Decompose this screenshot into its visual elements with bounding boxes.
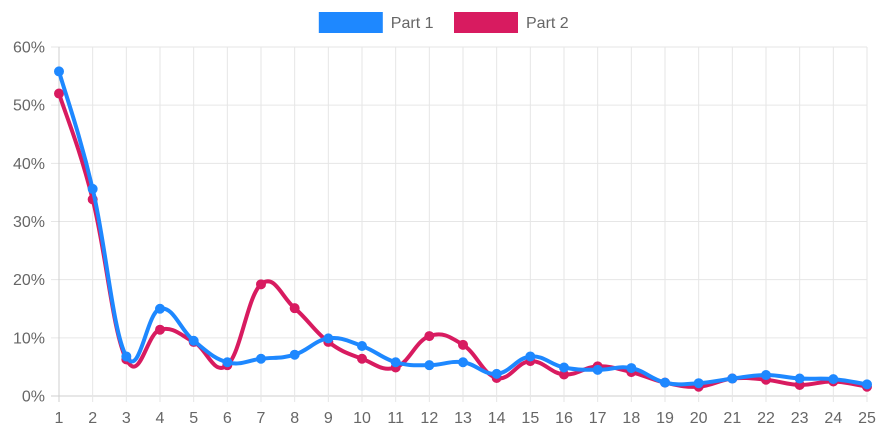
x-tick-label: 12 xyxy=(420,410,438,427)
data-point[interactable] xyxy=(660,377,670,388)
data-point[interactable] xyxy=(828,374,839,385)
x-tick-label: 16 xyxy=(555,410,573,427)
series-1 xyxy=(54,66,872,390)
series xyxy=(54,66,872,392)
data-point[interactable] xyxy=(54,88,64,99)
data-point[interactable] xyxy=(794,373,805,384)
data-point[interactable] xyxy=(121,351,132,362)
legend-item[interactable]: Part 1 xyxy=(318,12,434,33)
y-tick-label: 50% xyxy=(13,98,45,115)
data-point[interactable] xyxy=(256,279,266,290)
x-tick-label: 11 xyxy=(387,410,404,427)
x-tick-label: 18 xyxy=(622,410,640,427)
x-tick-label: 24 xyxy=(824,410,842,427)
x-tick-label: 21 xyxy=(723,410,741,427)
data-point[interactable] xyxy=(458,339,468,350)
x-tick-label: 14 xyxy=(488,410,506,427)
legend-item[interactable]: Part 2 xyxy=(454,12,569,33)
y-tick-label: 40% xyxy=(13,156,45,173)
y-tick-label: 20% xyxy=(13,272,45,289)
legend[interactable]: Part 1 Part 2 xyxy=(318,12,569,33)
data-point[interactable] xyxy=(727,373,738,384)
data-point[interactable] xyxy=(458,357,468,368)
data-point[interactable] xyxy=(155,303,165,314)
data-point[interactable] xyxy=(323,333,334,344)
x-tick-label: 6 xyxy=(223,410,232,427)
legend-label: Part 2 xyxy=(526,15,569,32)
data-point[interactable] xyxy=(54,66,64,77)
data-point[interactable] xyxy=(525,351,536,362)
x-tick-label: 9 xyxy=(324,410,333,427)
x-tick-label: 10 xyxy=(353,410,371,427)
data-point[interactable] xyxy=(424,331,435,342)
data-point[interactable] xyxy=(559,362,569,373)
data-point[interactable] xyxy=(693,378,704,389)
x-tick-label: 2 xyxy=(88,410,97,427)
legend-label: Part 1 xyxy=(391,15,434,32)
data-point[interactable] xyxy=(155,324,165,335)
data-point[interactable] xyxy=(87,183,98,194)
x-tick-label: 8 xyxy=(290,410,299,427)
x-tick-label: 25 xyxy=(858,410,876,427)
data-point[interactable] xyxy=(390,357,401,368)
legend-swatch xyxy=(318,12,383,33)
data-point[interactable] xyxy=(289,303,300,314)
x-tick-label: 20 xyxy=(690,410,708,427)
x-tick-label: 7 xyxy=(257,410,266,427)
data-point[interactable] xyxy=(289,349,300,360)
legend-swatch xyxy=(454,12,518,33)
data-point[interactable] xyxy=(862,379,872,390)
y-tick-label: 30% xyxy=(13,214,45,231)
data-point[interactable] xyxy=(761,370,771,381)
data-point[interactable] xyxy=(256,353,266,364)
x-tick-label: 23 xyxy=(791,410,809,427)
data-point[interactable] xyxy=(357,353,367,364)
x-axis-ticks: 1 2 3 4 5 6 7 8 9 10 11 12 13 14 15 16 17 18 19 20 21 22 23 24 2… xyxy=(55,410,876,427)
x-tick-label: 19 xyxy=(656,410,674,427)
x-tick-label: 3 xyxy=(122,410,131,427)
data-point[interactable] xyxy=(424,360,435,371)
y-tick-label: 0% xyxy=(22,389,45,406)
data-point[interactable] xyxy=(222,357,233,368)
data-point[interactable] xyxy=(188,335,199,346)
data-point[interactable] xyxy=(626,363,637,374)
x-tick-label: 5 xyxy=(189,410,198,427)
x-tick-label: 22 xyxy=(757,410,775,427)
data-point[interactable] xyxy=(357,340,367,351)
x-tick-label: 1 xyxy=(55,410,64,427)
y-axis-ticks: 0% 10% 20% 30% 40% 50% 60% xyxy=(13,40,45,406)
y-tick-label: 10% xyxy=(13,330,45,347)
x-tick-label: 17 xyxy=(589,410,607,427)
x-tick-label: 13 xyxy=(454,410,472,427)
data-point[interactable] xyxy=(592,364,603,375)
data-point[interactable] xyxy=(491,368,502,379)
x-tick-label: 15 xyxy=(521,410,539,427)
y-tick-label: 60% xyxy=(13,40,45,57)
grid xyxy=(51,46,868,402)
x-tick-label: 4 xyxy=(156,410,165,427)
